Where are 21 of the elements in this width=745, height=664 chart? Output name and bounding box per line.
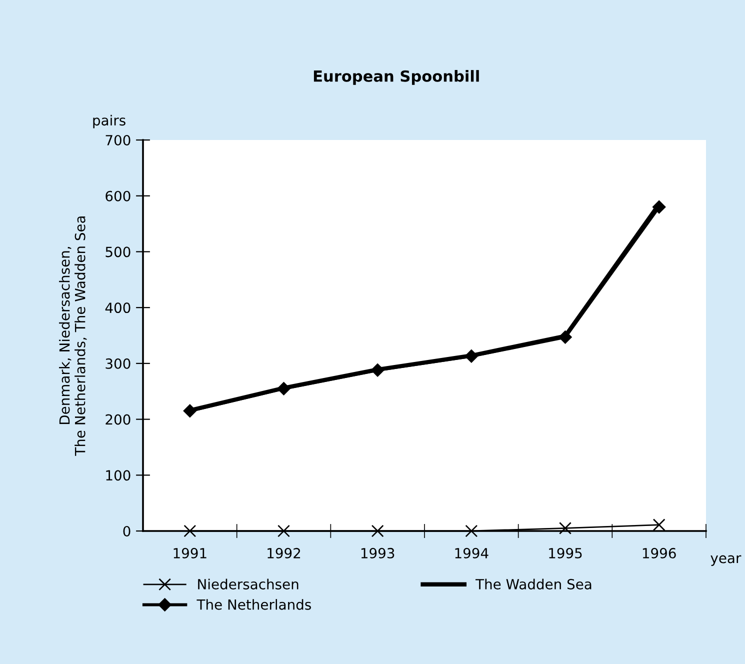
x-axis-title: year xyxy=(710,555,742,566)
legend-label: The Wadden Sea xyxy=(476,578,592,590)
y-tick-label: 100 xyxy=(106,470,130,481)
y-tick-label: 200 xyxy=(106,414,130,425)
y-axis-title: Denmark, Niedersachsen, The Netherlands, The Wadden Sea xyxy=(59,216,87,456)
text: pairs xyxy=(93,114,126,128)
y-tick-label: 0 xyxy=(123,526,130,536)
x-tick-label: 1991 xyxy=(174,548,206,558)
y-tick-label: 400 xyxy=(105,302,130,314)
y-tick-label: 700 xyxy=(106,134,130,146)
y-tick-label: 300 xyxy=(106,358,130,369)
x-tick-label: 1992 xyxy=(268,548,300,558)
x-tick-label: 1995 xyxy=(549,548,582,558)
legend-label: The Netherlands xyxy=(196,599,311,610)
y-tick-label: 500 xyxy=(106,246,130,258)
legend-label: Niedersachsen xyxy=(198,578,298,590)
chart-title: European Spoonbill xyxy=(314,70,479,85)
x-tick-label: 1994 xyxy=(455,548,488,558)
x-tick-label: 1993 xyxy=(361,548,394,558)
x-tick-label: 1996 xyxy=(642,548,676,558)
y-tick-label: 600 xyxy=(106,190,130,202)
